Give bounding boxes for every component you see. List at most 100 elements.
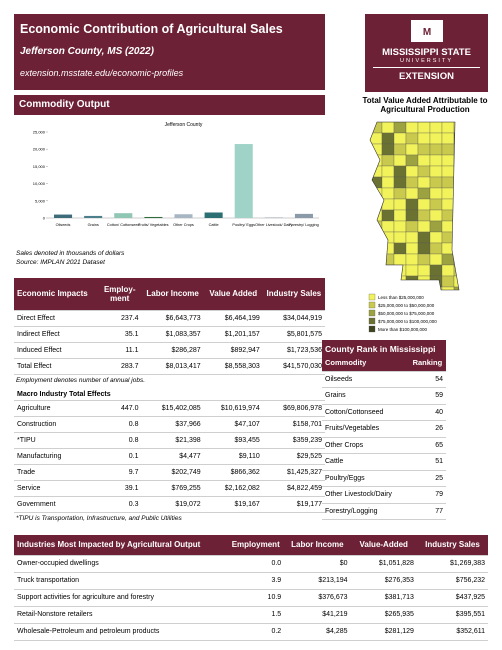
county: [417, 209, 431, 222]
cell: Other Livestock/Dairy: [322, 486, 409, 504]
cell: $4,477: [141, 448, 204, 465]
cell: $1,723,536: [262, 342, 325, 359]
cell: Retail-Nonstore retailers: [14, 606, 228, 624]
county: [417, 165, 431, 178]
x-tick-label: Cattle: [209, 223, 219, 227]
county: [417, 187, 431, 200]
cell: $352,611: [416, 623, 488, 641]
cell: $213,194: [284, 572, 351, 590]
note: Sales denoted in thousands of dollars: [16, 250, 125, 257]
cell: $202,749: [141, 464, 204, 481]
county: [381, 220, 395, 233]
row: Government 0.3 $19,072 $19,167 $19,177: [14, 496, 325, 513]
cell: Manufacturing: [14, 448, 98, 465]
cell: Forestry/Logging: [322, 503, 409, 520]
county: [429, 198, 443, 211]
cell: 3.9: [227, 572, 285, 590]
cell: $37,966: [141, 416, 204, 433]
county: [417, 242, 431, 255]
subtitle: Jefferson County, MS (2022): [20, 46, 154, 57]
cell: 0.8: [97, 432, 142, 449]
county: [453, 220, 459, 233]
county: [405, 242, 419, 255]
county: [393, 242, 407, 255]
cell: $10,619,974: [203, 400, 263, 417]
y-tick-label: 20,000: [33, 147, 46, 152]
cell: $276,353: [350, 572, 417, 590]
county: [453, 132, 459, 145]
y-tick-label: 10,000: [33, 181, 46, 186]
rank-title: County Rank in Mississippi: [322, 340, 446, 355]
cell: 447.0: [97, 400, 142, 417]
y-tick-label: 5,000: [35, 198, 46, 203]
row: Poultry/Eggs 25: [322, 470, 446, 487]
cell: $21,398: [141, 432, 204, 449]
cell: 0.0: [227, 555, 285, 573]
county: [453, 253, 459, 266]
bar: [114, 213, 133, 218]
cell: $29,525: [262, 448, 325, 465]
row: Other Crops 65: [322, 437, 446, 454]
logo-name: MISSISSIPPI STATE: [382, 47, 471, 58]
cell: $1,083,357: [141, 326, 204, 343]
county: [429, 242, 443, 255]
county: [381, 122, 395, 134]
column-header: Employ-ment: [97, 278, 142, 311]
cell: Support activities for agriculture and f…: [14, 589, 228, 607]
legend-swatch: [368, 301, 376, 309]
county: [453, 187, 459, 200]
county: [370, 165, 383, 178]
cell: 0.3: [97, 496, 142, 513]
county: [370, 253, 383, 266]
bar: [204, 212, 223, 218]
table: Agriculture 447.0 $15,402,085 $10,619,974 $6…: [14, 400, 325, 513]
row: Cotton/Cottonseed 40: [322, 404, 446, 421]
cell: $381,713: [350, 589, 417, 607]
county: [405, 275, 419, 288]
logo-unit: EXTENSION: [373, 67, 480, 82]
cell: $1,201,157: [203, 326, 263, 343]
bar: [144, 216, 163, 218]
county: [417, 275, 431, 288]
cell: $756,232: [416, 572, 488, 590]
county: [370, 275, 383, 288]
county: [453, 143, 459, 156]
row: Agriculture 447.0 $15,402,085 $10,619,974 $6…: [14, 400, 325, 417]
column-header: Industry Sales: [262, 278, 325, 311]
cell: $286,287: [141, 342, 204, 359]
county: [393, 275, 407, 288]
row: Grains 59: [322, 387, 446, 405]
note: Employment denotes number of annual jobs…: [16, 376, 145, 384]
county: [429, 231, 443, 244]
county: [417, 122, 431, 134]
row: *TIPU 0.8 $21,398 $93,455 $359,239: [14, 432, 325, 449]
bar: [84, 215, 103, 218]
county: [429, 253, 443, 266]
county: [429, 165, 443, 178]
county: [429, 209, 443, 222]
county: [441, 275, 455, 288]
county: [405, 143, 419, 156]
county: [453, 122, 459, 134]
row: Forestry/Logging 77: [322, 503, 446, 520]
county: [417, 198, 431, 211]
county: [393, 187, 407, 200]
cell: 0.8: [97, 416, 142, 433]
row: Truck transportation 3.9 $213,194 $276,353 $…: [14, 572, 488, 590]
county: [429, 264, 443, 277]
county: [405, 187, 419, 200]
row: Fruits/Vegetables 26: [322, 420, 446, 438]
column-header: Industries Most Impacted by Agricultural…: [14, 535, 228, 556]
cell: Fruits/Vegetables: [322, 420, 409, 438]
county: [405, 231, 419, 244]
bar: [174, 214, 193, 218]
header-row: Commodity Ranking: [322, 355, 446, 372]
county: [370, 154, 383, 167]
table: Commodity Ranking Oilseeds 54 Grains 59 Cotton…: [322, 355, 446, 520]
county: [453, 275, 459, 288]
cell: $359,239: [262, 432, 325, 449]
y-tick-label: 15,000: [33, 164, 46, 169]
cell: $19,167: [203, 496, 263, 513]
cell: 0.2: [227, 623, 285, 641]
county: [381, 143, 395, 156]
